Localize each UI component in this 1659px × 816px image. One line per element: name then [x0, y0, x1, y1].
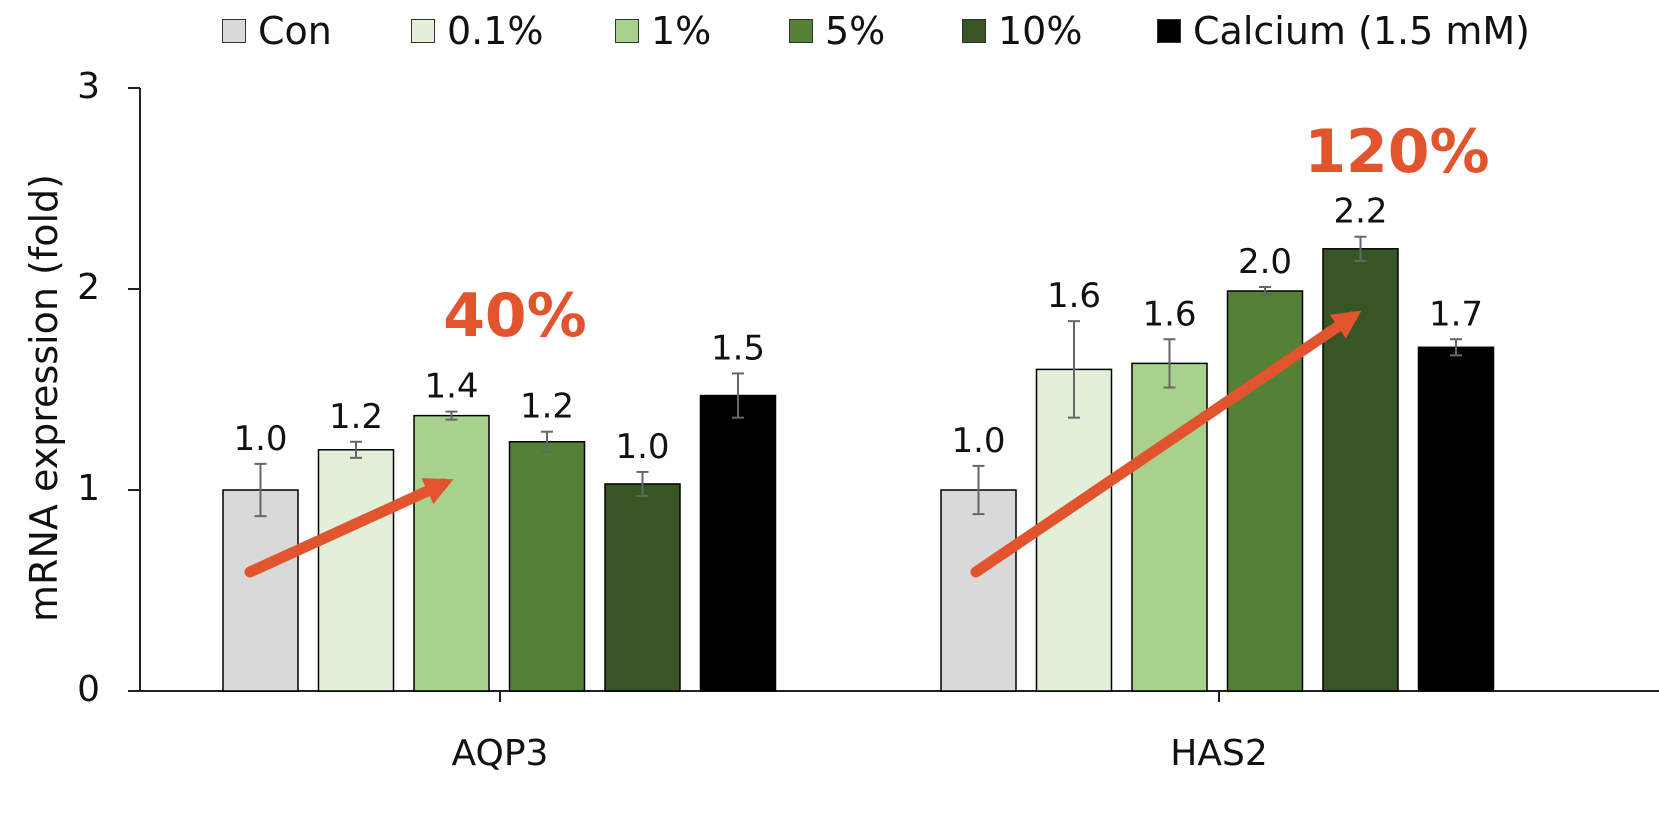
bar-has2-series-3 [1226, 290, 1304, 692]
bar-value-label: 1.5 [711, 328, 765, 368]
bar-has2-series-0 [940, 489, 1017, 692]
bar-value-label: 2.0 [1238, 242, 1292, 282]
bar-has2-series-1 [1035, 368, 1113, 692]
annotation-has2-increase: 120% [1304, 117, 1490, 187]
bar-aqp3-series-4 [604, 483, 681, 692]
bar-aqp3-series-5 [699, 394, 777, 692]
bar-value-label: 1.0 [615, 427, 669, 467]
bar-value-label: 1.7 [1429, 294, 1483, 334]
bar-aqp3-series-2 [413, 414, 490, 692]
bar-value-label: 1.4 [424, 367, 478, 407]
x-axis-labels: AQP3 HAS2 [452, 733, 1268, 774]
bar-value-label: 1.2 [520, 387, 574, 427]
bar-aqp3-series-0 [222, 489, 299, 692]
legend-swatch-con [222, 19, 246, 43]
y-tick-label: 2 [77, 267, 100, 308]
bar-value-label: 2.2 [1333, 192, 1387, 232]
legend-swatch-calcium [1157, 19, 1181, 43]
legend-label-calcium: Calcium (1.5 mM) [1193, 9, 1530, 53]
bar-series-group: 1.0 1.0 1.2 1.6 1.4 1.6 1.2 2.0 1.0 2.2 1.5 1.7 [222, 192, 1495, 692]
legend-label-1pct: 1% [651, 9, 712, 53]
trend-arrow-has2 [970, 310, 1362, 578]
bar-has2-series-4 [1322, 248, 1399, 692]
legend-swatch-10pct [962, 19, 986, 43]
legend-item-0-1pct: 0.1% [411, 6, 544, 56]
bar-value-label: 1.6 [1142, 294, 1196, 334]
legend-label-5pct: 5% [825, 9, 886, 53]
legend: Con 0.1% 1% 5% 10% Calcium (1.5 mM) [0, 6, 1659, 56]
legend-item-10pct: 10% [962, 6, 1082, 56]
x-tick-label: HAS2 [1170, 733, 1267, 774]
bar-value-label: 1.0 [951, 421, 1005, 461]
y-axis-ticks: 0 1 2 3 [77, 66, 140, 710]
bar-value-label: 1.6 [1047, 276, 1101, 316]
trend-arrows [244, 310, 1362, 578]
bar-aqp3-series-3 [508, 441, 586, 692]
bar-value-label: 1.2 [329, 397, 383, 437]
bar-value-label: 1.0 [233, 419, 287, 459]
y-tick-label: 0 [77, 669, 100, 710]
y-tick-label: 1 [77, 468, 100, 509]
bar-has2-series-5 [1417, 346, 1495, 692]
bar-has2-series-2 [1131, 362, 1208, 692]
legend-label-0-1pct: 0.1% [447, 9, 544, 53]
legend-label-10pct: 10% [998, 9, 1083, 53]
legend-item-5pct: 5% [789, 6, 885, 56]
legend-swatch-1pct [615, 19, 639, 43]
y-axis-title: mRNA expression (fold) [22, 174, 66, 622]
y-tick-label: 3 [77, 66, 100, 107]
legend-label-con: Con [258, 9, 332, 53]
trend-arrow-aqp3 [244, 478, 454, 578]
x-tick-label: AQP3 [452, 733, 549, 774]
annotation-aqp3-increase: 40% [443, 281, 587, 351]
legend-item-con: Con [222, 6, 332, 56]
bar-aqp3-series-1 [317, 449, 395, 692]
legend-item-calcium: Calcium (1.5 mM) [1157, 6, 1530, 56]
legend-swatch-5pct [789, 19, 813, 43]
legend-swatch-0-1pct [411, 19, 435, 43]
legend-item-1pct: 1% [615, 6, 711, 56]
